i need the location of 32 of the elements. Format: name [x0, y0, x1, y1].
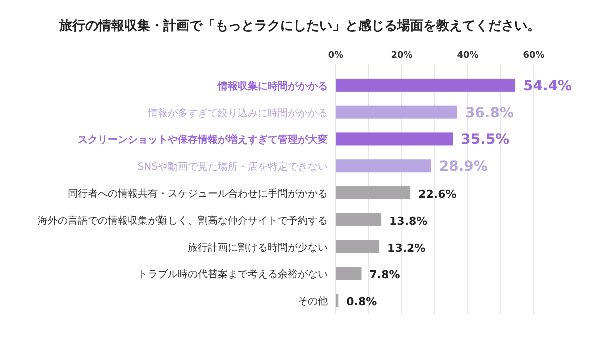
y-tick-label: 情報が多すぎて絞り込みに時間がかかる: [147, 107, 328, 120]
data-label: 13.8%: [390, 214, 428, 228]
y-tick-label: SNSや動画で見た場所・店を特定できない: [138, 161, 328, 174]
data-label: 7.8%: [370, 268, 400, 282]
data-label: 36.8%: [465, 105, 514, 122]
data-label: 28.9%: [439, 159, 488, 176]
data-label: 13.2%: [388, 242, 426, 255]
bar: [336, 267, 362, 280]
bar: [336, 160, 432, 173]
y-tick-label: その他: [298, 296, 328, 308]
chart-title: 旅行の情報収集・計画で「もっとラクにしたい」と感じる場面を教えてください。: [58, 18, 540, 34]
y-tick-label: 同行者への情報共有・スケジュール合わせに手間がかかる: [68, 188, 328, 200]
bar: [336, 186, 411, 200]
bar: [336, 132, 454, 146]
bar: [336, 106, 458, 119]
data-label: 35.5%: [461, 132, 510, 148]
bar: [336, 294, 339, 308]
data-label: 54.4%: [524, 78, 572, 94]
bar: [336, 78, 516, 92]
y-tick-label: 海外の言語での情報収集が難しく、割高な仲介サイトで予約する: [38, 214, 328, 227]
x-tick-label: 0%: [328, 51, 344, 61]
x-tick-label: 20%: [391, 51, 413, 61]
bar: [336, 240, 380, 254]
data-label: 0.8%: [346, 296, 378, 309]
bar: [336, 213, 382, 226]
y-tick-label: トラブル時の代替案まで考える余裕がない: [138, 268, 328, 281]
y-tick-label: スクリーンショットや保存情報が増えすぎて管理が大変: [78, 134, 328, 146]
x-tick-label: 60%: [523, 51, 545, 61]
y-tick-label: 旅行計画に割ける時間が少ない: [188, 242, 328, 254]
data-label: 22.6%: [418, 188, 457, 201]
y-tick-label: 情報収集に時間がかかる: [217, 80, 328, 92]
x-tick-label: 40%: [457, 51, 479, 61]
